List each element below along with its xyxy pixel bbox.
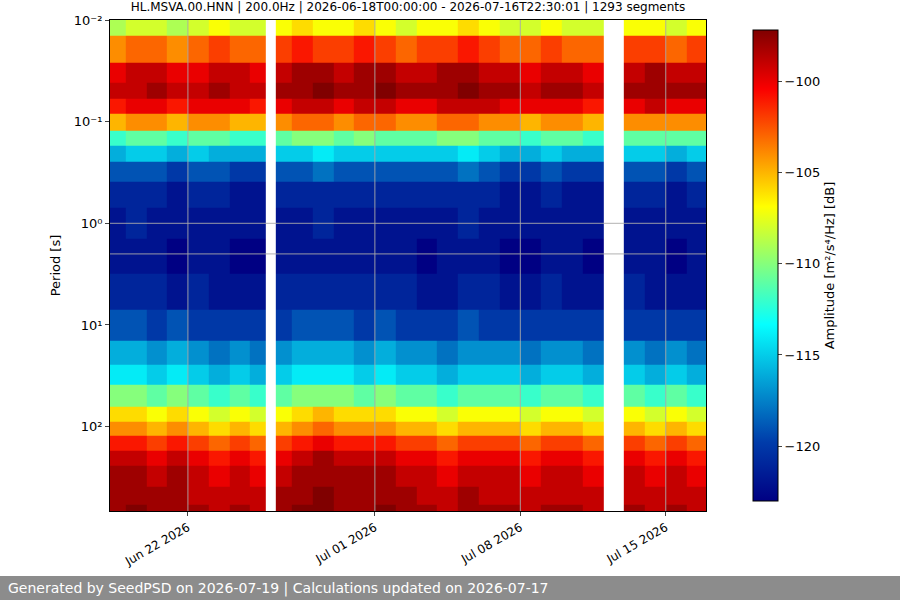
svg-text:10²: 10²	[81, 419, 103, 434]
svg-text:−120: −120	[785, 439, 821, 454]
svg-text:HL.MSVA.00.HNN | 200.0Hz | 202: HL.MSVA.00.HNN | 200.0Hz | 2026-06-18T00…	[131, 0, 686, 14]
svg-text:10⁻²: 10⁻²	[74, 13, 103, 28]
svg-text:10⁰: 10⁰	[81, 216, 103, 231]
svg-text:Jul 01 2026: Jul 01 2026	[313, 520, 380, 567]
svg-text:10⁻¹: 10⁻¹	[74, 114, 103, 129]
html-text:Generated by SeedPSD on 2026-0: Generated by SeedPSD on 2026-07-19 | Cal…	[8, 580, 549, 596]
svg-text:−105: −105	[785, 165, 821, 180]
svg-text:−110: −110	[785, 256, 821, 271]
svg-text:10¹: 10¹	[81, 318, 103, 333]
svg-text:Jul 08 2026: Jul 08 2026	[458, 520, 525, 567]
svg-text:−100: −100	[785, 74, 821, 89]
svg-text:Period [s]: Period [s]	[48, 235, 63, 297]
svg-text:Jun 22 2026: Jun 22 2026	[122, 520, 192, 569]
svg-text:−115: −115	[785, 348, 821, 363]
svg-text:Amplitude [m²/s⁴/Hz] [dB]: Amplitude [m²/s⁴/Hz] [dB]	[822, 182, 837, 350]
svg-text:Jul 15 2026: Jul 15 2026	[604, 520, 671, 567]
